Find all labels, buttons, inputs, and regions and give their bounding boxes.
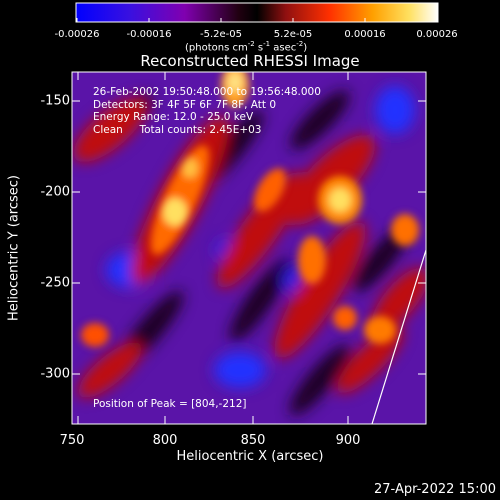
x-axis-label: Heliocentric X (arcsec) <box>176 449 324 464</box>
y-tick-label: -150 <box>40 93 70 109</box>
y-tick-label: -200 <box>40 184 70 200</box>
observation-info: 26-Feb-2002 19:50:48.000 to 19:56:48.000… <box>93 86 321 136</box>
x-tick-marks <box>77 72 349 424</box>
colorbar-tick-label: -0.00016 <box>126 29 172 40</box>
colorbar-gradient <box>75 2 439 23</box>
info-energy-range: Energy Range: 12.0 - 25.0 keV <box>93 111 254 123</box>
y-tick-marks <box>72 100 426 375</box>
x-tick-label: 850 <box>240 433 266 448</box>
colorbar-tick-label: 0.00026 <box>416 29 458 40</box>
colorbar-tick-label: 0.00016 <box>344 29 386 40</box>
colorbar-tick-label: -0.00026 <box>54 29 100 40</box>
colorbar-tick-label: -5.2e-05 <box>200 29 242 40</box>
colorbar-units: (photons cm-2 s-1 asec-2) <box>185 40 308 54</box>
y-axis-label: Heliocentric Y (arcsec) <box>6 175 22 321</box>
y-tick-label: -250 <box>40 275 70 291</box>
colorbar <box>75 2 439 23</box>
colorbar-tick-label: 5.2e-05 <box>273 29 313 40</box>
info-time-range: 26-Feb-2002 19:50:48.000 to 19:56:48.000 <box>93 86 321 98</box>
timestamp: 27-Apr-2022 15:00 <box>374 482 496 497</box>
peak-position: Position of Peak = [804,-212] <box>93 398 247 410</box>
plot-frame <box>71 71 427 425</box>
colorbar-tick-marks <box>76 18 438 22</box>
x-tick-label: 900 <box>335 433 361 448</box>
info-method-counts: Clean Total counts: 2.45E+03 <box>93 123 262 136</box>
x-tick-label: 800 <box>152 433 178 448</box>
x-tick-label: 750 <box>59 433 85 448</box>
y-tick-label: -300 <box>40 366 70 382</box>
info-detectors: Detectors: 3F 4F 5F 6F 7F 8F, Att 0 <box>93 98 277 111</box>
plot-title: Reconstructed RHESSI Image <box>140 52 360 70</box>
limb-line <box>371 249 426 424</box>
